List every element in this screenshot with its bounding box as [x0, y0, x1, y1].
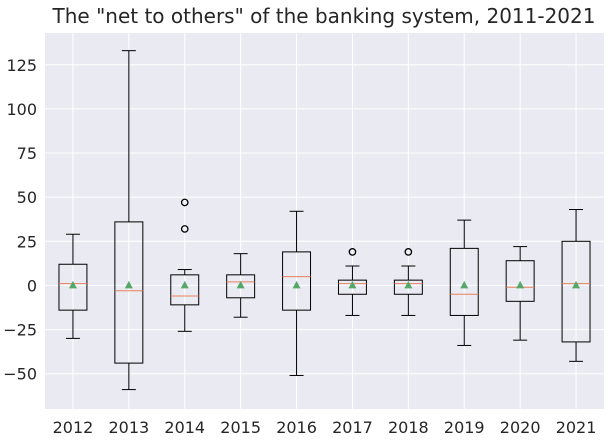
x-tick-label: 2013 — [108, 418, 149, 437]
box-2012 — [58, 233, 88, 339]
mean-marker — [516, 280, 525, 289]
y-tick-label: 125 — [6, 56, 37, 75]
x-tick-label: 2016 — [276, 418, 317, 437]
iqr-box — [58, 263, 88, 311]
outlier-point — [180, 225, 189, 233]
iqr-box — [226, 274, 256, 299]
box-2020 — [505, 246, 535, 341]
mean-marker — [404, 280, 413, 289]
x-axis-ticks: 2012 2013 2014 2015 2016 2017 2018 2019 2020 2021 — [53, 418, 597, 437]
y-tick-label: −50 — [3, 365, 37, 384]
iqr-box — [561, 240, 591, 343]
iqr-box — [337, 279, 367, 295]
outlier-point — [180, 198, 189, 207]
plot-area — [45, 33, 604, 409]
iqr-box — [505, 260, 535, 302]
iqr-box — [393, 279, 423, 295]
boxes — [58, 50, 591, 391]
mean-marker — [572, 280, 581, 289]
box-2021 — [561, 209, 591, 362]
box-2019 — [449, 219, 479, 346]
y-tick-label: 100 — [6, 100, 37, 119]
mean-marker — [68, 280, 77, 289]
mean-marker — [292, 280, 301, 289]
y-tick-label: −25 — [3, 321, 37, 340]
x-tick-label: 2019 — [444, 418, 485, 437]
box-2016 — [282, 210, 312, 376]
box-2014 — [170, 198, 200, 332]
y-tick-label: 75 — [17, 144, 37, 163]
box-2018 — [393, 248, 423, 316]
mean-marker — [124, 280, 133, 289]
box-2015 — [226, 253, 256, 318]
x-tick-label: 2017 — [332, 418, 373, 437]
y-tick-label: 50 — [17, 188, 37, 207]
mean-marker — [348, 280, 357, 289]
outlier-point — [404, 248, 413, 256]
mean-marker — [460, 280, 469, 289]
y-axis-ticks: −50 −25 0 25 50 75 100 125 — [3, 56, 37, 384]
mean-marker — [180, 280, 189, 289]
iqr-box — [170, 274, 200, 306]
y-tick-label: 25 — [17, 232, 37, 251]
x-tick-label: 2021 — [556, 418, 597, 437]
box-2013 — [114, 50, 144, 391]
x-tick-label: 2014 — [164, 418, 205, 437]
x-tick-label: 2012 — [53, 418, 94, 437]
x-tick-label: 2018 — [388, 418, 429, 437]
iqr-box — [114, 221, 144, 364]
iqr-box — [449, 247, 479, 316]
x-tick-label: 2015 — [220, 418, 261, 437]
mean-marker — [236, 280, 245, 289]
x-tick-label: 2020 — [500, 418, 541, 437]
y-tick-label: 0 — [27, 276, 37, 295]
iqr-box — [282, 251, 312, 311]
outlier-point — [348, 248, 357, 256]
chart-title: The "net to others" of the banking syste… — [52, 4, 596, 28]
box-2017 — [337, 248, 367, 316]
